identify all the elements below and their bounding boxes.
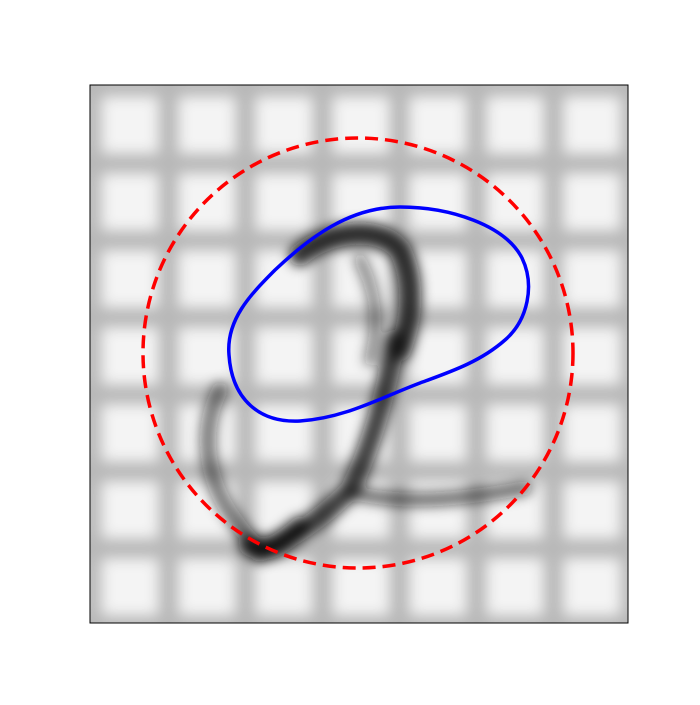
snake-contour	[227, 205, 531, 423]
digit-strokes	[200, 222, 532, 562]
image	[90, 85, 628, 623]
axes-frame	[89, 84, 629, 624]
initial-circle	[141, 136, 575, 570]
background-grid	[90, 85, 628, 623]
